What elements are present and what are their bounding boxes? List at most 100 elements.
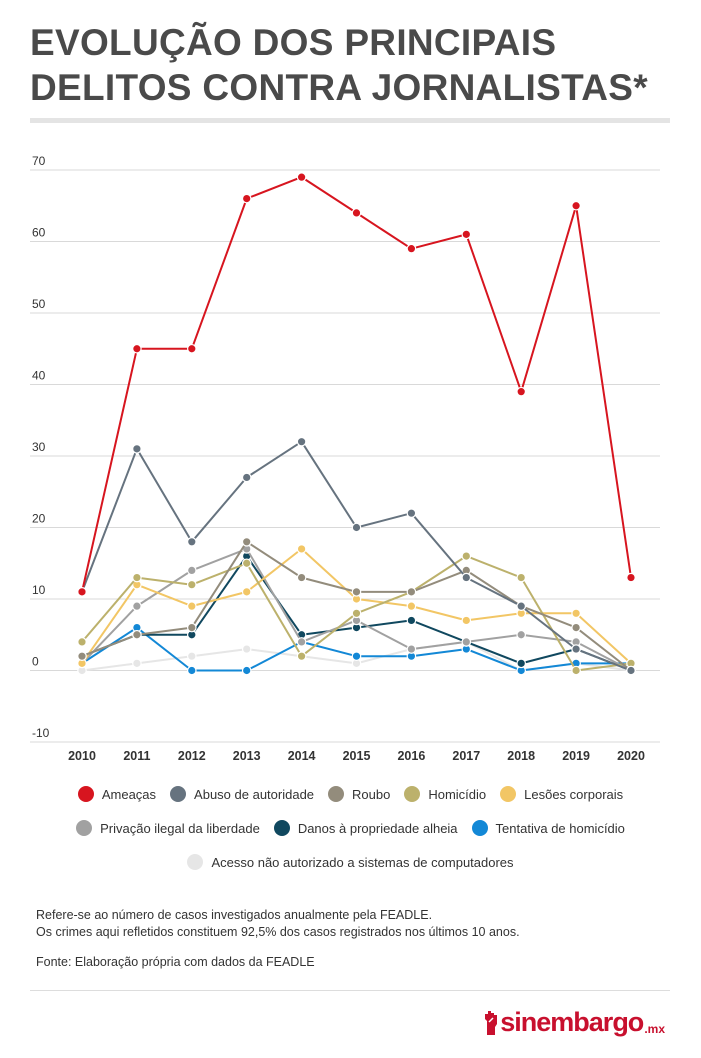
legend-row-2: Privação ilegal da liberdade Danos à prop… — [0, 820, 701, 836]
data-point — [516, 658, 526, 669]
data-point — [296, 651, 307, 661]
data-point — [187, 622, 197, 633]
data-point — [571, 200, 581, 211]
data-point — [296, 637, 307, 647]
data-point — [187, 536, 197, 547]
y-tick-label: 70 — [32, 154, 46, 168]
data-point — [241, 536, 252, 547]
legend-item: Lesões corporais — [500, 786, 623, 802]
title-line-2: DELITOS CONTRA JORNALISTAS* — [30, 67, 648, 108]
data-point — [351, 587, 362, 597]
data-point — [132, 572, 142, 583]
legend-label: Tentativa de homicídio — [495, 820, 625, 836]
x-tick-label: 2017 — [452, 749, 480, 763]
legend-swatch — [187, 854, 204, 870]
legend-swatch — [404, 786, 421, 802]
data-point — [296, 172, 307, 182]
legend-swatch — [500, 786, 517, 802]
data-point — [296, 572, 307, 583]
data-point — [241, 644, 252, 654]
data-point — [132, 343, 142, 354]
data-point — [77, 637, 87, 647]
legend-item: Privação ilegal da liberdade — [76, 820, 260, 836]
data-point — [516, 572, 526, 583]
title-line-1: EVOLUÇÃO DOS PRINCIPAIS — [30, 22, 557, 63]
footnote-line-2: Os crimes aqui refletidos constituem 92,… — [36, 925, 520, 939]
data-point — [187, 579, 197, 590]
data-point — [406, 601, 417, 611]
legend-label: Homicídio — [428, 786, 487, 802]
series-3 — [77, 551, 636, 676]
legend-swatch — [471, 820, 488, 836]
data-point — [296, 436, 307, 447]
data-point — [571, 608, 581, 619]
data-point — [351, 522, 362, 533]
data-point — [241, 193, 252, 204]
y-tick-label: 20 — [32, 512, 46, 526]
data-point — [132, 444, 142, 454]
footnotes: Refere-se ao número de casos investigado… — [36, 907, 520, 941]
legend-label: Abuso de autoridade — [194, 786, 315, 802]
data-point — [626, 572, 636, 583]
hand-icon — [485, 1011, 498, 1035]
data-point — [571, 665, 581, 676]
data-point — [406, 508, 417, 518]
data-point — [406, 615, 417, 626]
legend-swatch — [77, 786, 94, 802]
series-line — [81, 547, 632, 665]
legend-item: Tentativa de homicídio — [471, 820, 625, 836]
series-line — [81, 540, 632, 672]
data-point — [187, 343, 197, 354]
y-tick-label: 0 — [32, 655, 39, 669]
legend-label: Ameaças — [101, 786, 157, 802]
series-line — [81, 440, 632, 672]
x-tick-label: 2010 — [68, 749, 96, 763]
y-tick-label: 60 — [32, 226, 46, 240]
legend-swatch — [273, 820, 290, 836]
series-0 — [77, 172, 636, 597]
x-tick-label: 2020 — [617, 749, 645, 763]
data-point — [571, 644, 581, 654]
data-point — [241, 587, 252, 597]
data-point — [132, 629, 142, 640]
title-divider — [30, 118, 670, 123]
data-point — [187, 651, 197, 661]
footnote-line-1: Refere-se ao número de casos investigado… — [36, 908, 433, 922]
legend-label: Privação ilegal da liberdade — [100, 820, 260, 836]
data-point — [406, 644, 417, 654]
data-point — [351, 651, 362, 661]
data-point — [461, 615, 472, 626]
y-tick-label: 10 — [32, 583, 46, 597]
data-point — [77, 651, 87, 661]
series-4 — [77, 544, 636, 669]
data-point — [187, 665, 197, 676]
legend-row-3: Acesso não autorizado a sistemas de comp… — [0, 854, 701, 870]
series-1 — [77, 436, 636, 676]
data-point — [241, 472, 252, 483]
legend-row-1: Ameaças Abuso de autoridade Roubo Homicídio… — [0, 786, 701, 802]
legend-swatch — [328, 786, 345, 802]
legend-swatch — [76, 820, 93, 836]
data-point — [461, 637, 472, 647]
data-point — [461, 572, 472, 583]
chart-title: EVOLUÇÃO DOS PRINCIPAIS DELITOS CONTRA J… — [30, 20, 690, 110]
x-tick-label: 2014 — [288, 749, 316, 763]
x-tick-label: 2015 — [343, 749, 371, 763]
y-tick-label: -10 — [32, 726, 50, 740]
data-point — [626, 665, 636, 676]
y-gridlines: 70 60 50 40 30 20 10 0 -10 — [30, 154, 660, 743]
x-axis: 2010 2011 2012 2013 2014 2015 2016 2017 2018 2019… — [68, 749, 645, 763]
legend-item: Homicídio — [404, 786, 486, 802]
source-note: Fonte: Elaboração própria com dados da F… — [36, 955, 315, 969]
x-tick-label: 2012 — [178, 749, 206, 763]
x-tick-label: 2016 — [397, 749, 425, 763]
y-tick-label: 40 — [32, 369, 46, 383]
x-tick-label: 2018 — [507, 749, 535, 763]
legend-label: Roubo — [352, 786, 391, 802]
data-point — [187, 565, 197, 576]
data-point — [406, 243, 417, 254]
legend-item: Ameaças — [77, 786, 157, 802]
data-point — [571, 622, 581, 633]
legend-item: Roubo — [328, 786, 390, 802]
legend-item: Acesso não autorizado a sistemas de comp… — [187, 854, 514, 870]
